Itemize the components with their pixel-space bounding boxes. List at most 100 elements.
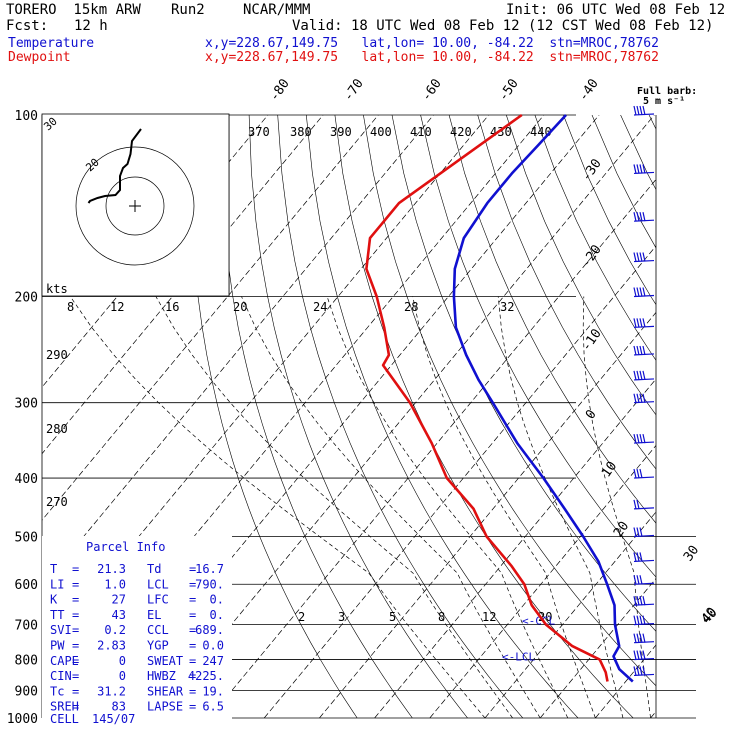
svg-text:=: = [72, 562, 79, 576]
svg-text:=: = [72, 700, 79, 714]
pressure-tick-1000: 1000 [7, 712, 38, 727]
mixing-ratio-lower-2: 2 [298, 610, 305, 624]
hodograph-ring-inner [105, 176, 165, 236]
parcel-key-ygp: YGP [147, 639, 169, 653]
wind-barb-100 [633, 105, 655, 116]
parcel-value-pw: 2.83 [97, 639, 126, 653]
parcel-value-tt: 43 [112, 608, 126, 622]
parcel-key-lcl: LCL [147, 577, 169, 591]
mixing-ratio-upper-24: 24 [313, 300, 327, 314]
wind-barbs [633, 105, 655, 677]
wind-barb-350 [633, 433, 655, 444]
parcel-value-li: 1.0 [104, 577, 126, 591]
svg-text:=: = [189, 593, 196, 607]
init-time: Init: 06 UTC Wed 08 Feb 12 [506, 2, 726, 18]
theta-e-label-410: 410 [410, 125, 432, 139]
svg-text:=: = [189, 562, 196, 576]
parcel-value-t: 21.3 [97, 562, 126, 576]
mixing-ratio-lower-3: 3 [338, 610, 345, 624]
parcel-cell-value: 145/07 [92, 712, 135, 726]
dry-adiabat-330 [420, 115, 656, 578]
hodograph-ring-label-40: 40 [699, 605, 721, 627]
dewpoint-line [365, 113, 609, 682]
svg-text:=: = [189, 639, 196, 653]
svg-text:=: = [72, 577, 79, 591]
parcel-value-lapse: 6.5 [202, 700, 224, 714]
svg-text:=: = [189, 577, 196, 591]
svg-text:=: = [72, 639, 79, 653]
parcel-value-ccl: 689. [195, 623, 224, 637]
mixing-ratio-upper-32: 32 [500, 300, 514, 314]
parcel-key-cape: CAPE [50, 654, 79, 668]
theta-e-label-370: 370 [248, 125, 270, 139]
temperature-legend: Temperature [8, 36, 95, 51]
wind-barb-400 [633, 468, 655, 479]
parcel-value-lcl: 790. [195, 577, 224, 591]
parcel-key-cin: CIN [50, 669, 72, 683]
svg-text:=: = [72, 608, 79, 622]
parcel-key-ccl: CCL [147, 623, 169, 637]
isotherm-label-20: 20 [611, 519, 632, 540]
dry-adiabat-300 [334, 115, 634, 718]
wind-barb-250 [633, 345, 655, 356]
mixing-ratio-lower-8: 8 [438, 610, 445, 624]
pressure-tick-200: 200 [15, 291, 38, 306]
isotherm--40 [263, 245, 656, 718]
isotherm--60 [153, 115, 655, 718]
dry-adiabat-390 [591, 115, 656, 249]
wind-barb-550 [633, 552, 655, 563]
parcel-key-svi: SVI [50, 623, 72, 637]
wind-barb-225 [633, 318, 655, 328]
mixing-ratio-lower-5: 5 [389, 610, 396, 624]
theta-e-label-390: 390 [330, 125, 352, 139]
theta-label-290: 290 [46, 348, 68, 362]
barb-key-unit: 5 m s⁻¹ [643, 96, 685, 107]
wind-barb-600 [633, 575, 655, 585]
parcel-value-svi: 0.2 [104, 623, 126, 637]
theta-e-label-420: 420 [450, 125, 472, 139]
mixing-ratio-upper-20: 20 [233, 300, 247, 314]
temperature-location: x,y=228.67,149.75 lat,lon= 10.00, -84.22… [205, 36, 659, 51]
svg-text:=: = [72, 623, 79, 637]
wind-barb-175 [633, 252, 655, 263]
dry-adiabat-290 [306, 115, 579, 718]
wind-barb-750 [633, 633, 655, 644]
wind-barb-275 [633, 370, 655, 381]
wind-barb-850 [633, 666, 655, 677]
parcel-value-cin: 0 [119, 669, 126, 683]
wind-barb-150 [633, 212, 655, 222]
isotherm-label-10: 10 [599, 459, 620, 480]
mixing-ratio-upper-28: 28 [404, 300, 418, 314]
dry-adiabat-350 [477, 115, 656, 470]
mixing-ratio-upper-16: 16 [165, 300, 179, 314]
parcel-value-td: 16.7 [195, 562, 224, 576]
hodograph-trace [87, 128, 142, 204]
org-label: NCAR/MMM [243, 2, 311, 18]
dewpoint-location: x,y=228.67,149.75 lat,lon= 10.00, -84.22… [205, 50, 659, 65]
isotherm-label--60: -60 [419, 76, 445, 104]
svg-text:=: = [72, 669, 79, 683]
svg-text:=: = [189, 608, 196, 622]
isotherm-label--10: -10 [579, 326, 605, 354]
pressure-tick-600: 600 [15, 578, 38, 593]
mixing-ratio-upper-8: 8 [67, 300, 74, 314]
pressure-tick-300: 300 [15, 397, 38, 412]
dry-adiabat-280 [277, 115, 524, 718]
parcel-key-tt: TT [50, 608, 64, 622]
parcel-value-lfc: 0. [210, 593, 224, 607]
theta-e-label-440: 440 [530, 125, 552, 139]
pressure-tick-400: 400 [15, 472, 38, 487]
parcel-key-td: Td [147, 562, 161, 576]
dry-adiabat-260 [220, 115, 413, 718]
parcel-key-k: K [50, 593, 58, 607]
svg-text:=: = [189, 623, 196, 637]
moist-adiabat-10 [241, 296, 541, 718]
isotherm-30 [650, 710, 656, 718]
parcel-key-lapse: LAPSE [147, 700, 183, 714]
mixing-ratio-lower-12: 12 [482, 610, 496, 624]
parcel-info-panel: Parcel Info T = 21.3 Td =16.7LI = 1.0 LCL =790.K… [42, 536, 232, 726]
pressure-tick-900: 900 [15, 684, 38, 699]
svg-text:=: = [72, 684, 79, 698]
parcel-key-pw: PW [50, 639, 65, 653]
